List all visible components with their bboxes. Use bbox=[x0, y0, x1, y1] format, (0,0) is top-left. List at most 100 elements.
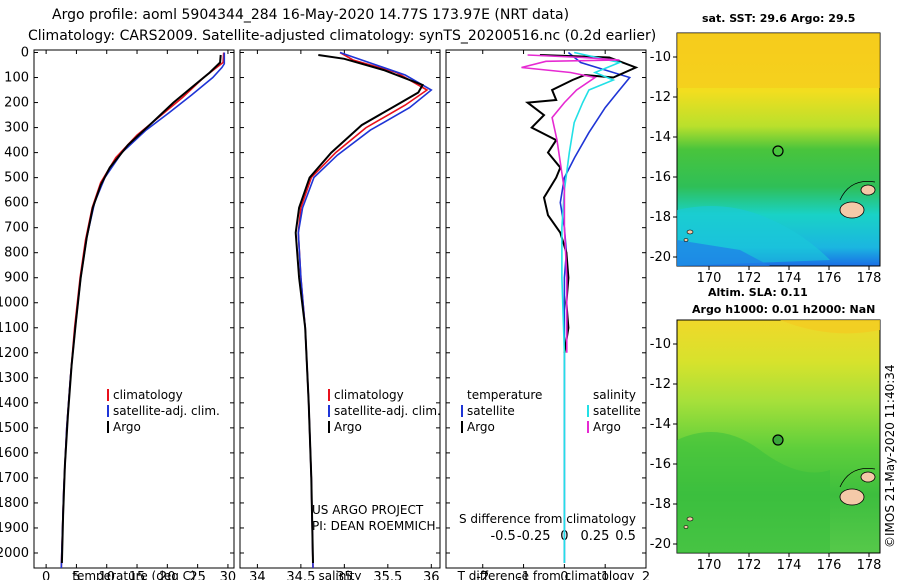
depth-tick-label: 1900 bbox=[0, 521, 29, 536]
salinity-plot: 34 34.5 35 35.5 36 salinity bbox=[249, 50, 440, 580]
difference-plot-frame bbox=[445, 49, 647, 569]
depth-tick-label: 1100 bbox=[0, 321, 29, 336]
x-tick-label: 15 bbox=[129, 570, 146, 580]
lon-tick-label: 174 bbox=[777, 558, 802, 573]
legend-s-argo: Argo bbox=[593, 420, 621, 434]
legend-t-argo: Argo bbox=[467, 420, 495, 434]
lon-tick-label: 174 bbox=[777, 271, 802, 286]
depth-tick-label: 100 bbox=[4, 71, 29, 86]
height-map-title: Argo h1000: 0.01 h2000: NaN bbox=[692, 303, 875, 316]
depth-tick-label: 700 bbox=[4, 221, 29, 236]
s-tick-label: -0.5 bbox=[490, 529, 515, 544]
x-tick-label: 35 bbox=[336, 570, 353, 580]
lon-tick-label: 172 bbox=[737, 558, 762, 573]
legend-argo: Argo bbox=[113, 420, 141, 434]
depth-tick-label: 1300 bbox=[0, 371, 29, 386]
sla-map-axes: -10 -12 -14 -16 -18 -20 170 172 174 176 178 bbox=[650, 337, 882, 573]
sla-map bbox=[676, 319, 881, 554]
x-axis-label: T difference from climatology bbox=[457, 569, 635, 580]
title-line-2: Climatology: CARS2009. Satellite-adjuste… bbox=[28, 28, 656, 44]
lon-tick-label: 176 bbox=[817, 271, 842, 286]
series-climatology bbox=[297, 51, 429, 569]
salinity-legend: climatology satellite-adj. clim. Argo US… bbox=[312, 388, 441, 533]
sst-map-title: sat. SST: 29.6 Argo: 29.5 bbox=[702, 12, 855, 25]
salinity-plot-frame bbox=[239, 49, 441, 569]
x-tick-label: -2 bbox=[476, 570, 489, 580]
series-argo bbox=[294, 54, 425, 564]
depth-tick-label: 1600 bbox=[0, 446, 29, 461]
series-satellite-adj-clim- bbox=[297, 51, 433, 569]
lon-tick-label: 176 bbox=[817, 558, 842, 573]
series-climatology bbox=[60, 52, 225, 569]
s-tick-label: 0.5 bbox=[615, 529, 636, 544]
lon-tick-label: 170 bbox=[697, 558, 722, 573]
argo-location-marker bbox=[772, 145, 784, 157]
legend-satellite-adj: satellite-adj. clim. bbox=[113, 404, 220, 418]
argo-location-marker bbox=[772, 434, 784, 446]
x-tick-label: -1 bbox=[517, 570, 530, 580]
x-tick-label: 25 bbox=[189, 570, 206, 580]
depth-tick-label: 300 bbox=[4, 121, 29, 136]
x-tick-label: 0 bbox=[42, 570, 50, 580]
lat-tick-label: -18 bbox=[650, 497, 671, 512]
depth-axis: 0 100 200 300 400 500 600 700 800 900 1000 1100 1200… bbox=[0, 46, 646, 561]
credit-text: ©IMOS 21-May-2020 11:40:34 bbox=[883, 364, 897, 548]
x-axis-label: salinity bbox=[318, 569, 361, 580]
temperature-plot: 0 5 10 15 20 25 30 temperature (deg C) bbox=[42, 50, 236, 580]
series-t-argo bbox=[524, 54, 639, 353]
x-axis-label: temperature (deg C) bbox=[72, 569, 195, 580]
depth-tick-label: 900 bbox=[4, 271, 29, 286]
lat-tick-label: -14 bbox=[650, 417, 671, 432]
depth-tick-label: 1700 bbox=[0, 471, 29, 486]
lat-tick-label: -10 bbox=[650, 337, 671, 352]
depth-tick-label: 600 bbox=[4, 196, 29, 211]
depth-tick-label: 1000 bbox=[0, 296, 29, 311]
s-tick-label: 0.25 bbox=[581, 529, 610, 544]
depth-tick-label: 1500 bbox=[0, 421, 29, 436]
lat-tick-label: -12 bbox=[650, 377, 671, 392]
annotation-project: US ARGO PROJECT bbox=[312, 503, 424, 517]
series-argo bbox=[60, 54, 222, 564]
depth-tick-label: 1800 bbox=[0, 496, 29, 511]
series-s-argo bbox=[521, 54, 620, 353]
temperature-plot-frame bbox=[33, 49, 235, 569]
lat-tick-label: -12 bbox=[650, 90, 671, 105]
x-tick-label: 0 bbox=[560, 570, 568, 580]
lat-tick-label: -14 bbox=[650, 130, 671, 145]
sla-map-title: Altim. SLA: 0.11 bbox=[708, 286, 808, 299]
x-tick-label: 34.5 bbox=[286, 570, 315, 580]
depth-tick-label: 500 bbox=[4, 171, 29, 186]
legend-t-satellite: satellite bbox=[467, 404, 515, 418]
temperature-legend: climatology satellite-adj. clim. Argo bbox=[107, 388, 220, 434]
legend-salinity-title: salinity bbox=[593, 388, 636, 402]
legend-satellite-adj: satellite-adj. clim. bbox=[334, 404, 441, 418]
series-s-satellite bbox=[561, 51, 623, 563]
x-tick-label: 2 bbox=[642, 570, 650, 580]
lat-tick-label: -18 bbox=[650, 210, 671, 225]
lon-tick-label: 170 bbox=[697, 271, 722, 286]
depth-tick-label: 1200 bbox=[0, 346, 29, 361]
x-tick-label: 5 bbox=[72, 570, 80, 580]
lat-tick-label: -10 bbox=[650, 50, 671, 65]
depth-tick-label: 200 bbox=[4, 96, 29, 111]
x-tick-label: 20 bbox=[159, 570, 176, 580]
legend-climatology: climatology bbox=[113, 388, 183, 402]
legend-temperature-title: temperature bbox=[467, 388, 542, 402]
depth-tick-label: 1400 bbox=[0, 396, 29, 411]
difference-legend: temperature satellite Argo salinity sate… bbox=[459, 388, 641, 526]
annotation-pi: PI: DEAN ROEMMICH bbox=[312, 519, 435, 533]
difference-plot: -2 -1 0 1 2 T difference from climatology -0.5… bbox=[457, 50, 650, 580]
lon-tick-label: 178 bbox=[857, 558, 882, 573]
depth-tick-label: 0 bbox=[21, 46, 29, 61]
lat-tick-label: -20 bbox=[650, 537, 671, 552]
depth-tick-label: 400 bbox=[4, 146, 29, 161]
x-tick-label: 10 bbox=[98, 570, 115, 580]
s-difference-label: S difference from climatology bbox=[459, 512, 636, 526]
legend-climatology: climatology bbox=[334, 388, 404, 402]
lat-tick-label: -16 bbox=[650, 457, 671, 472]
fiji-island bbox=[839, 201, 865, 219]
lat-tick-label: -20 bbox=[650, 250, 671, 265]
depth-tick-label: 800 bbox=[4, 246, 29, 261]
sst-map bbox=[676, 32, 881, 267]
